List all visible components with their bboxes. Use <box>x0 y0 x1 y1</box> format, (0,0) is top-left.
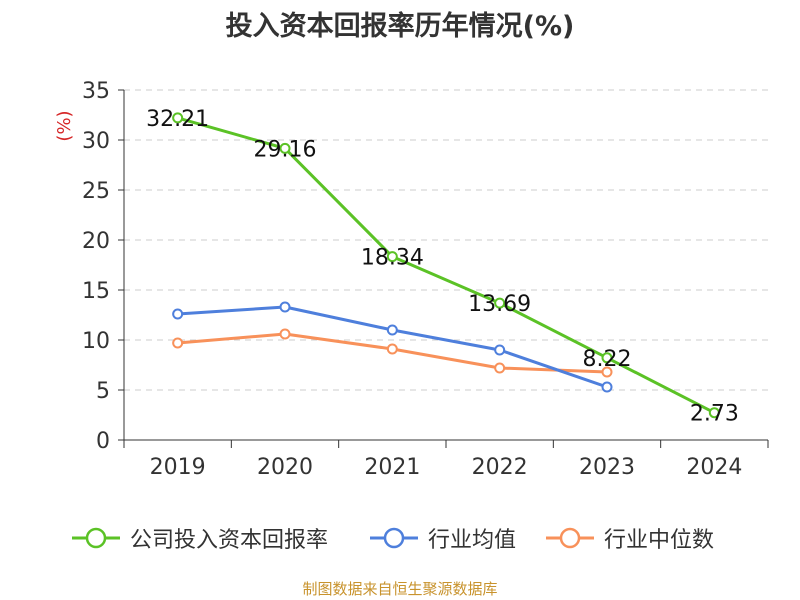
series-line <box>177 116 716 415</box>
data-point <box>172 112 184 124</box>
legend-label: 公司投入资本回报率 <box>130 528 329 553</box>
legend-marker-icon <box>546 527 594 549</box>
y-axis-label: (%) <box>54 110 75 141</box>
data-label: 29.16 <box>254 137 317 162</box>
data-point <box>279 328 291 340</box>
y-tick-label: 15 <box>82 279 110 304</box>
x-tick-label: 2019 <box>150 455 206 480</box>
data-point <box>279 142 291 154</box>
y-tick-label: 20 <box>82 229 110 254</box>
data-point <box>601 366 613 378</box>
data-label: 18.34 <box>361 246 424 271</box>
y-tick-label: 0 <box>96 429 110 454</box>
data-point <box>601 381 613 393</box>
x-tick-label: 2022 <box>472 455 528 480</box>
data-label: 13.69 <box>468 292 531 317</box>
y-tick-label: 30 <box>82 129 110 154</box>
data-point <box>279 301 291 313</box>
data-point <box>494 297 506 309</box>
legend-item[interactable]: 行业中位数 <box>544 518 714 558</box>
data-point <box>601 352 613 364</box>
x-tick-label: 2024 <box>686 455 742 480</box>
y-tick-label: 25 <box>82 179 110 204</box>
source-note: 制图数据来自恒生聚源数据库 <box>302 580 498 598</box>
data-point <box>386 343 398 355</box>
data-point <box>386 324 398 336</box>
legend-item[interactable]: 行业均值 <box>368 518 516 558</box>
legend-marker-icon <box>370 527 418 549</box>
legend-item[interactable]: 公司投入资本回报率 <box>70 518 328 558</box>
x-tick-label: 2023 <box>579 455 635 480</box>
legend: 公司投入资本回报率 行业均值 行业中位数 <box>0 518 800 558</box>
legend-label: 行业均值 <box>428 528 517 553</box>
grid-lines <box>124 89 768 391</box>
legend-label: 行业中位数 <box>604 528 715 553</box>
data-point <box>494 362 506 374</box>
y-tick-label: 35 <box>82 79 110 104</box>
data-label: 2.73 <box>690 402 739 427</box>
x-tick-label: 2020 <box>257 455 313 480</box>
y-tick-label: 5 <box>96 379 110 404</box>
data-labels: 32.21 29.16 18.34 13.69 8.22 2.73 <box>146 107 739 427</box>
data-label: 32.21 <box>146 107 209 132</box>
data-point <box>494 344 506 356</box>
data-point <box>708 407 720 419</box>
data-point <box>172 337 184 349</box>
data-label: 8.22 <box>583 347 632 372</box>
chart-title: 投入资本回报率历年情况(%) <box>225 11 575 42</box>
legend-marker-icon <box>72 527 120 549</box>
data-point <box>172 308 184 320</box>
x-tick-label: 2021 <box>364 455 420 480</box>
series-lines <box>172 112 720 419</box>
y-tick-label: 10 <box>82 329 110 354</box>
data-point <box>386 251 398 263</box>
axes: 0 5 10 15 20 25 30 35 2019 2020 2021 2022 2023 2024 (%… <box>54 79 769 480</box>
